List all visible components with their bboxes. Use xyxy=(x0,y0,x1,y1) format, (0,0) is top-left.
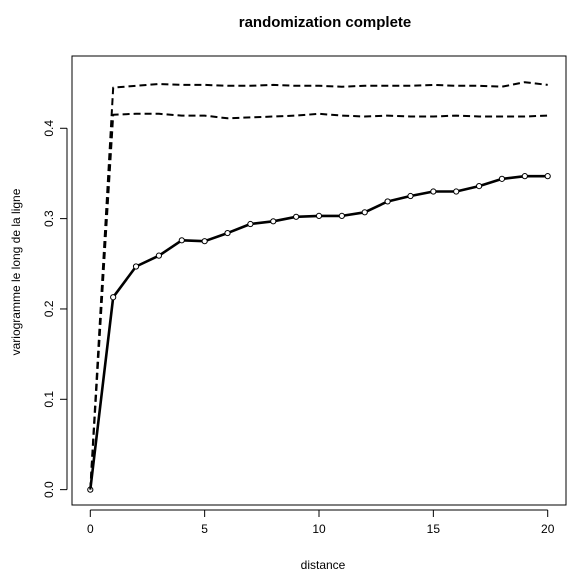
series-line-3 xyxy=(89,112,548,490)
data-point xyxy=(453,188,460,195)
y-tick-label: 0.0 xyxy=(42,481,56,498)
data-point xyxy=(201,238,208,245)
y-tick-label: 0.3 xyxy=(42,210,56,227)
data-point xyxy=(315,212,323,220)
x-axis-label: distance xyxy=(301,558,346,570)
plot-frame xyxy=(71,55,567,506)
data-point xyxy=(475,182,483,190)
x-tick-label: 20 xyxy=(541,522,555,536)
y-tick-label: 0.2 xyxy=(42,300,56,317)
series-layer xyxy=(87,81,551,493)
data-point xyxy=(178,237,185,244)
x-tick-label: 0 xyxy=(87,522,94,536)
data-point xyxy=(384,198,391,205)
data-point xyxy=(361,209,368,216)
data-point xyxy=(498,175,506,182)
series-line-1 xyxy=(89,174,548,490)
y-tick-label: 0.1 xyxy=(42,391,56,408)
data-point xyxy=(132,263,140,270)
data-point xyxy=(521,173,528,180)
axes: 0 5 10 15 20 0.0 0.1 0.2 0.3 0.4 xyxy=(42,120,555,536)
data-point xyxy=(338,212,345,220)
data-point xyxy=(247,220,254,228)
y-tick-label: 0.4 xyxy=(42,120,56,137)
chart-title: randomization complete xyxy=(239,14,412,31)
x-tick-label: 15 xyxy=(427,522,441,536)
data-point xyxy=(224,229,231,237)
data-point xyxy=(544,173,551,180)
data-point xyxy=(293,213,300,220)
data-point xyxy=(407,192,414,200)
data-point xyxy=(155,252,163,259)
data-point xyxy=(270,218,277,225)
x-tick-label: 5 xyxy=(201,522,208,536)
x-tick-label: 10 xyxy=(312,522,326,536)
data-point xyxy=(110,294,117,301)
data-point xyxy=(430,188,437,195)
series-line-2 xyxy=(89,81,548,490)
y-axis-label: variogramme le long de la ligne xyxy=(9,188,23,355)
